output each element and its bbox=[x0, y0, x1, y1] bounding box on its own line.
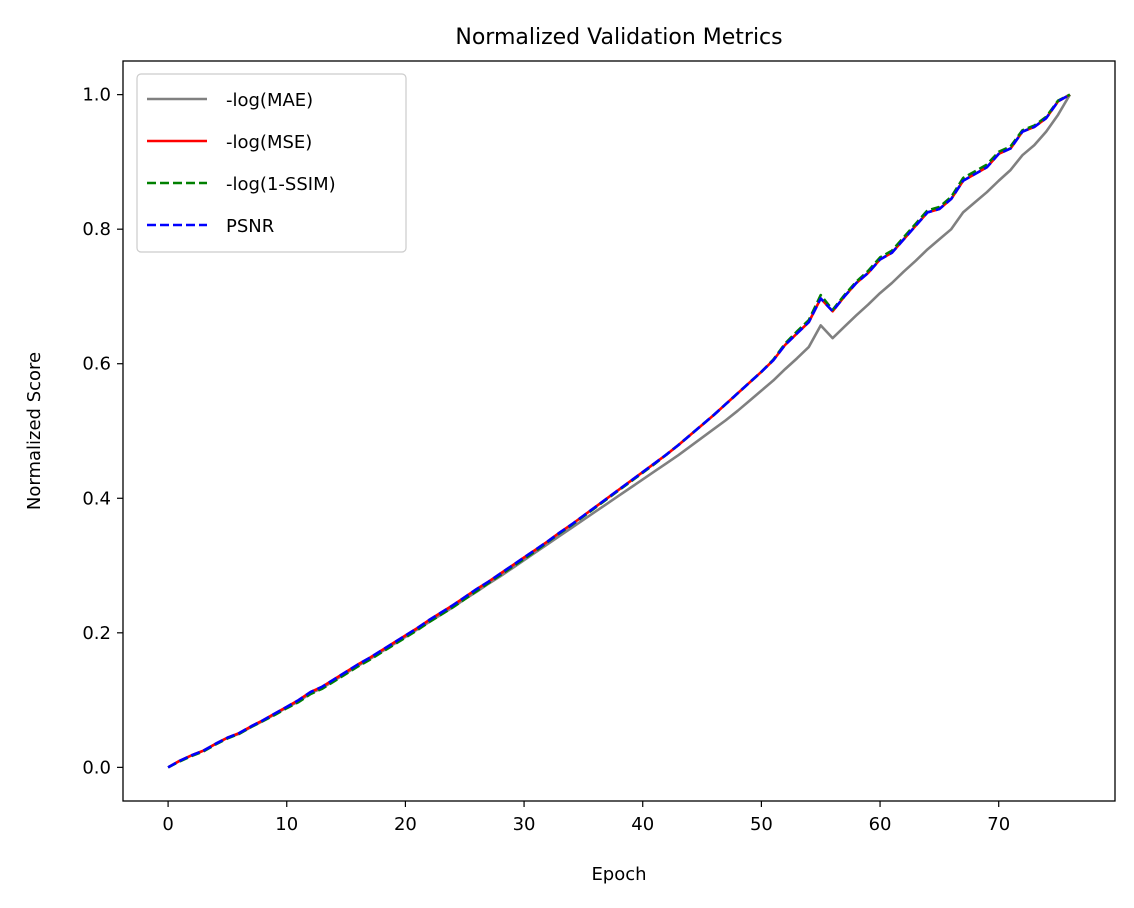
legend-label-1: -log(MSE) bbox=[226, 132, 312, 153]
plot-area bbox=[167, 93, 1072, 769]
y-tick-label: 1.0 bbox=[82, 85, 111, 106]
y-tick-label: 0.4 bbox=[82, 488, 111, 509]
x-axis: 0 10 20 30 40 50 60 70 bbox=[162, 801, 1010, 835]
legend: -log(MAE) -log(MSE) -log(1-SSIM) PSNR bbox=[136, 73, 407, 253]
y-tick-label: 0.2 bbox=[82, 623, 111, 644]
x-tick-label: 60 bbox=[869, 814, 892, 835]
plot-frame bbox=[122, 60, 1116, 802]
x-tick-label: 20 bbox=[394, 814, 417, 835]
x-tick-label: 0 bbox=[162, 814, 173, 835]
x-tick-label: 50 bbox=[750, 814, 773, 835]
legend-box bbox=[136, 73, 407, 253]
y-axis: 0.0 0.2 0.4 0.6 0.8 1.0 bbox=[82, 85, 123, 778]
y-tick-label: 0.6 bbox=[82, 354, 111, 375]
x-tick-label: 10 bbox=[275, 814, 298, 835]
x-tick-label: 70 bbox=[987, 814, 1010, 835]
x-axis-label: Epoch bbox=[591, 864, 646, 885]
series-line-2 bbox=[167, 93, 1071, 769]
y-tick-label: 0.0 bbox=[82, 757, 111, 778]
y-axis-label: Normalized Score bbox=[24, 352, 45, 510]
y-tick-label: 0.8 bbox=[82, 219, 111, 240]
legend-label-2: -log(1-SSIM) bbox=[226, 174, 336, 195]
legend-label-0: -log(MAE) bbox=[226, 90, 313, 111]
x-tick-label: 30 bbox=[513, 814, 536, 835]
chart-title: Normalized Validation Metrics bbox=[455, 25, 782, 50]
x-tick-label: 40 bbox=[631, 814, 654, 835]
series-line-3 bbox=[167, 93, 1071, 769]
legend-label-3: PSNR bbox=[226, 216, 274, 237]
